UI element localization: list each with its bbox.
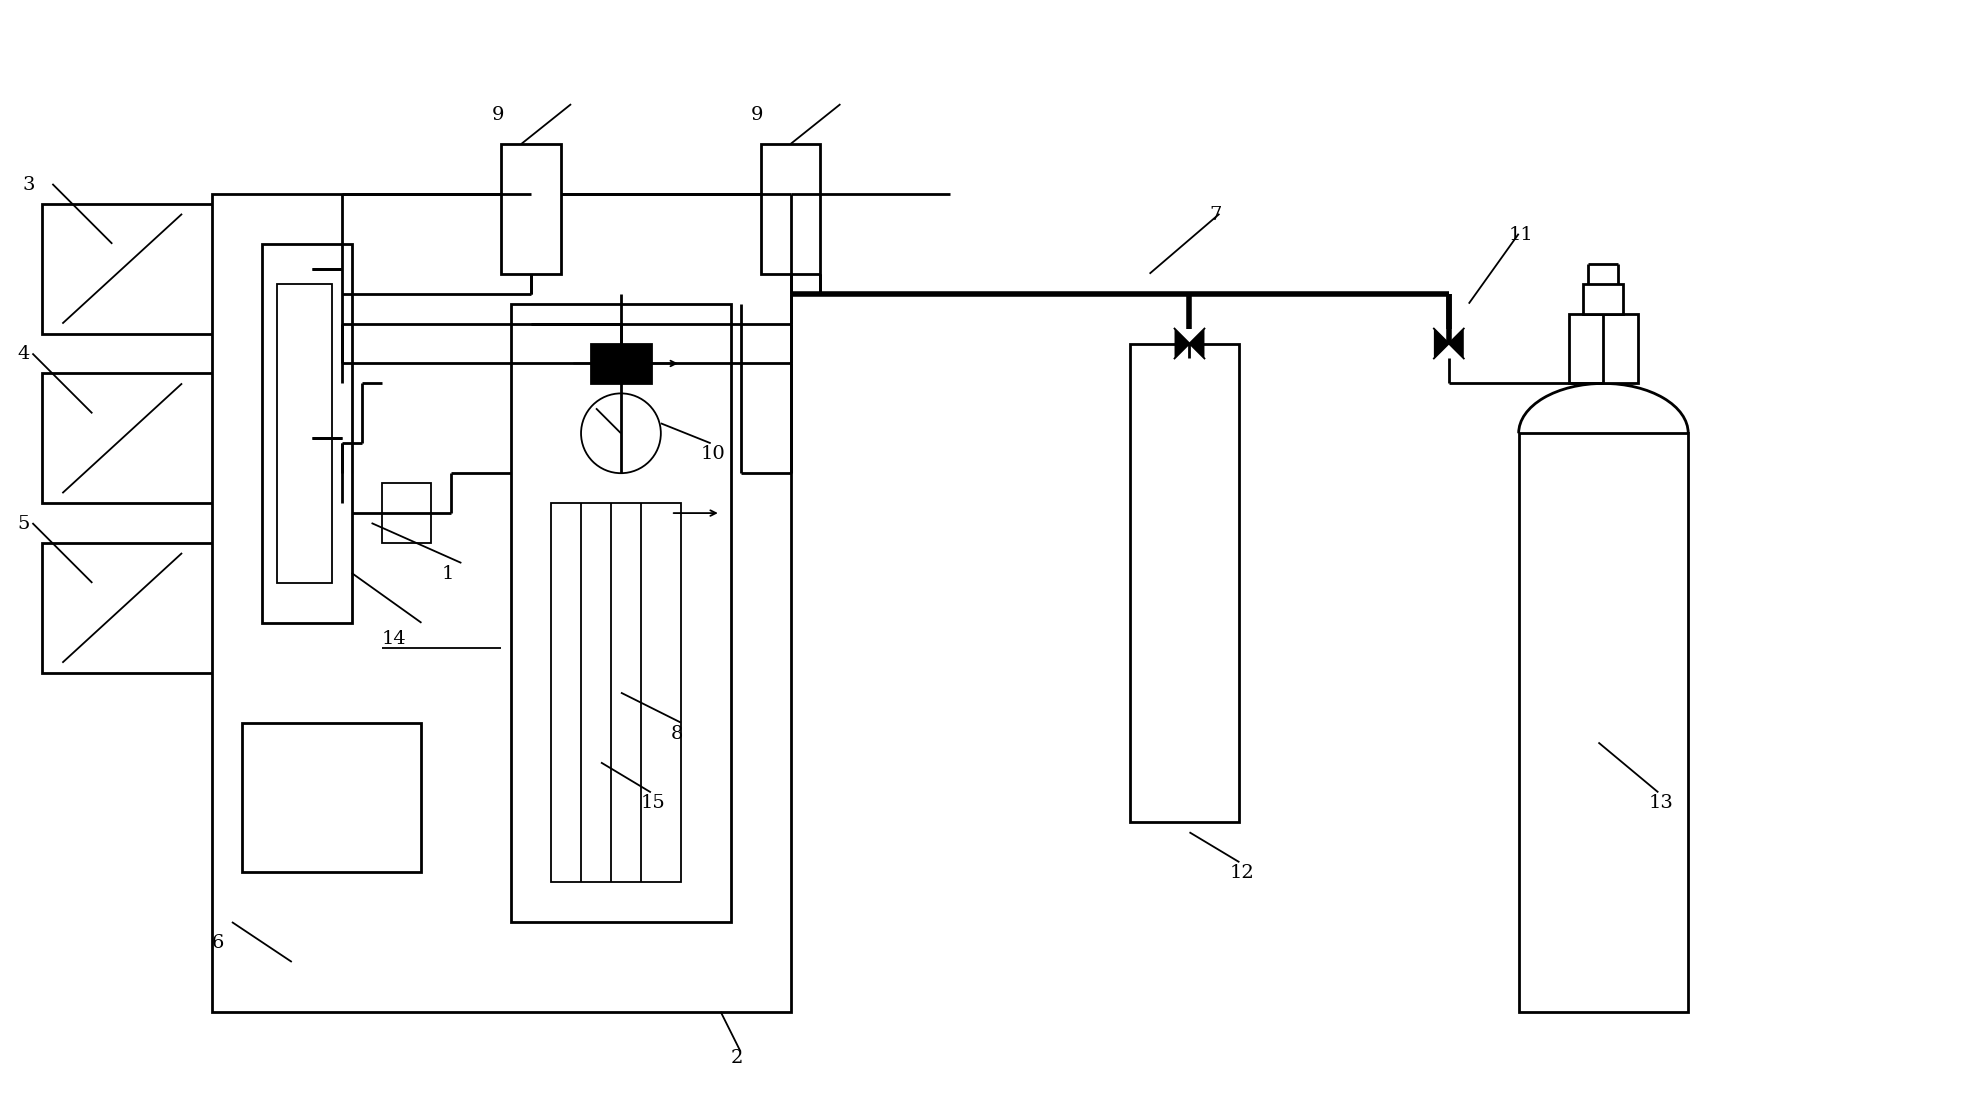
Bar <box>1519 433 1687 1012</box>
Polygon shape <box>1434 329 1447 359</box>
Bar <box>1129 343 1239 822</box>
Bar <box>1568 314 1637 384</box>
Text: 9: 9 <box>491 106 503 125</box>
Bar <box>212 193 790 1012</box>
Text: 7: 7 <box>1210 205 1222 224</box>
Bar <box>590 343 651 384</box>
Text: 6: 6 <box>212 933 224 952</box>
Polygon shape <box>1447 329 1463 359</box>
Text: 2: 2 <box>731 1048 742 1067</box>
Text: 3: 3 <box>22 176 36 193</box>
Polygon shape <box>1188 329 1204 359</box>
Bar <box>382 483 432 543</box>
Bar <box>1582 284 1622 314</box>
Text: 4: 4 <box>18 345 30 364</box>
Bar <box>760 144 820 273</box>
Bar <box>511 304 731 922</box>
Bar <box>311 204 341 384</box>
Text: 14: 14 <box>382 630 406 648</box>
Bar <box>277 284 331 583</box>
Bar <box>550 503 681 882</box>
Text: 8: 8 <box>671 725 683 742</box>
Bar <box>42 204 311 333</box>
Polygon shape <box>1174 329 1188 359</box>
Text: 1: 1 <box>442 565 453 583</box>
Text: 15: 15 <box>642 795 665 812</box>
Text: 10: 10 <box>701 445 725 463</box>
Bar <box>501 144 560 273</box>
Text: 13: 13 <box>1647 795 1673 812</box>
Bar <box>42 374 311 503</box>
Bar <box>242 722 422 872</box>
Bar <box>261 244 352 623</box>
Text: 9: 9 <box>750 106 762 125</box>
Text: 11: 11 <box>1509 226 1533 244</box>
Bar <box>311 423 341 503</box>
Text: 5: 5 <box>18 515 30 533</box>
Text: 12: 12 <box>1230 865 1253 882</box>
Bar <box>42 543 311 672</box>
